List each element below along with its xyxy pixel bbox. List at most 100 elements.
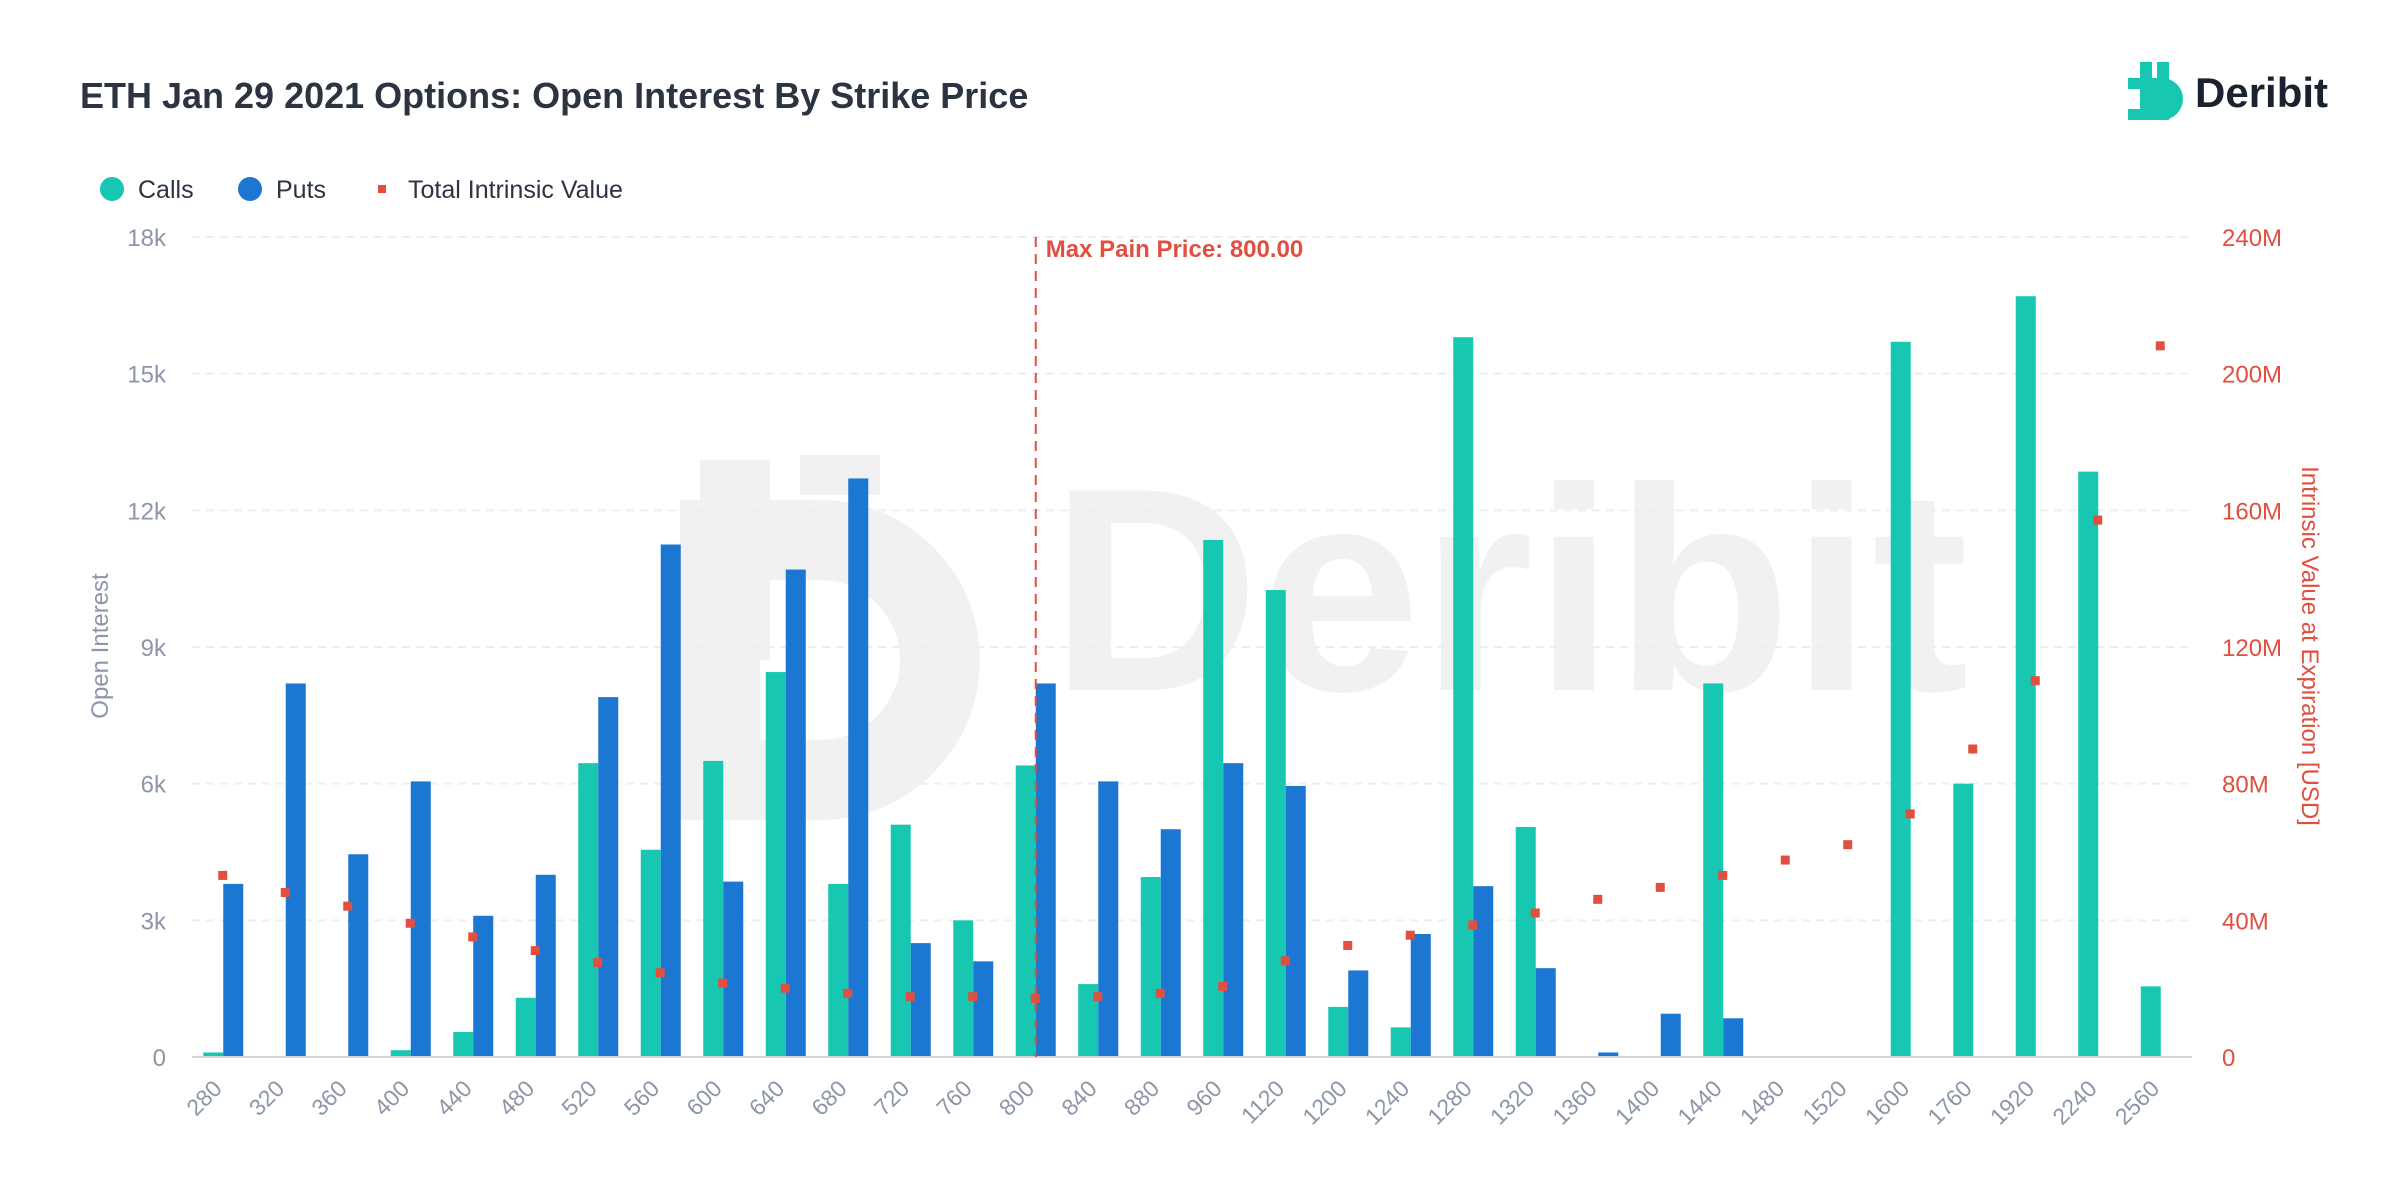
point-intrinsic-value[interactable] [1343, 940, 1353, 950]
point-intrinsic-value[interactable] [2030, 676, 2040, 686]
point-intrinsic-value[interactable] [1905, 809, 1915, 819]
point-intrinsic-value[interactable] [405, 918, 415, 928]
bar-puts[interactable] [785, 569, 806, 1057]
point-intrinsic-value[interactable] [218, 870, 228, 880]
bar-puts[interactable] [1473, 886, 1494, 1057]
bar-puts[interactable] [598, 697, 619, 1057]
point-intrinsic-value[interactable] [1405, 930, 1415, 940]
bar-puts[interactable] [285, 683, 306, 1057]
bar-puts[interactable] [410, 781, 431, 1057]
y-tick-label-right: 120M [2222, 635, 2282, 662]
point-intrinsic-value[interactable] [1780, 855, 1790, 865]
bar-puts[interactable] [973, 961, 994, 1057]
bar-puts[interactable] [223, 883, 244, 1057]
bar-calls[interactable] [1390, 1027, 1411, 1057]
point-intrinsic-value[interactable] [718, 978, 728, 988]
point-intrinsic-value[interactable] [2093, 515, 2103, 525]
point-intrinsic-value[interactable] [343, 901, 353, 911]
brand-logo: Deribit [2128, 62, 2328, 120]
bar-puts[interactable] [1223, 763, 1244, 1057]
bar-calls[interactable] [1953, 783, 1974, 1057]
bar-puts[interactable] [348, 854, 369, 1057]
point-intrinsic-value[interactable] [280, 888, 290, 897]
bar-calls[interactable] [1265, 590, 1286, 1057]
bar-puts[interactable] [1035, 683, 1056, 1057]
point-intrinsic-value[interactable] [1468, 920, 1478, 930]
legend-item-calls[interactable]: Calls [100, 176, 194, 204]
y-tick-label-right: 0 [2222, 1045, 2235, 1072]
bar-calls[interactable] [203, 1052, 224, 1057]
bar-puts[interactable] [1598, 1052, 1619, 1057]
bar-calls[interactable] [1015, 765, 1036, 1057]
y-tick-label-left: 9k [141, 635, 167, 662]
bars [203, 296, 2161, 1058]
bar-puts[interactable] [1660, 1013, 1681, 1057]
point-intrinsic-value[interactable] [905, 992, 915, 1002]
bar-puts[interactable] [660, 544, 681, 1058]
bar-calls[interactable] [765, 672, 786, 1057]
bar-puts[interactable] [910, 943, 931, 1057]
point-intrinsic-value[interactable] [655, 968, 665, 978]
bar-calls[interactable] [1890, 341, 1911, 1057]
bar-puts[interactable] [1098, 781, 1119, 1057]
bar-calls[interactable] [390, 1050, 411, 1057]
bar-calls[interactable] [640, 849, 661, 1057]
point-intrinsic-value[interactable] [843, 988, 853, 998]
legend-item-puts[interactable]: Puts [238, 176, 326, 204]
point-intrinsic-value[interactable] [1093, 992, 1103, 1002]
y-axis-right-label: Intrinsic Value at Expiration [USD] [2296, 466, 2323, 826]
point-intrinsic-value[interactable] [1280, 956, 1290, 966]
point-intrinsic-value[interactable] [1968, 744, 1978, 754]
bar-calls[interactable] [703, 760, 724, 1057]
watermark-logo-icon [680, 455, 980, 820]
bar-puts[interactable] [1160, 829, 1181, 1057]
bar-calls[interactable] [953, 920, 974, 1057]
legend-item-intrinsic[interactable]: Total Intrinsic Value [378, 176, 623, 204]
y-axis-left-ticks: 0 3k 6k 9k 12k 15k 18k [127, 225, 167, 1072]
point-intrinsic-value[interactable] [468, 932, 478, 942]
bar-puts[interactable] [848, 478, 869, 1057]
bar-calls[interactable] [2078, 471, 2099, 1058]
bar-calls[interactable] [1328, 1006, 1349, 1057]
bar-calls[interactable] [2140, 986, 2161, 1057]
bar-puts[interactable] [1535, 968, 1556, 1057]
bar-calls[interactable] [1140, 877, 1161, 1057]
point-intrinsic-value[interactable] [1593, 894, 1603, 904]
legend-swatch-intrinsic [378, 185, 386, 193]
bar-puts[interactable] [1723, 1018, 1744, 1057]
bar-calls[interactable] [453, 1031, 474, 1057]
bar-calls[interactable] [1453, 337, 1474, 1057]
bar-calls[interactable] [1515, 826, 1536, 1057]
bar-calls[interactable] [578, 763, 599, 1057]
bar-calls[interactable] [890, 824, 911, 1057]
bar-calls[interactable] [515, 997, 536, 1057]
point-intrinsic-value[interactable] [1155, 988, 1165, 998]
bar-calls[interactable] [1203, 539, 1224, 1057]
bar-puts[interactable] [473, 915, 494, 1057]
bar-puts[interactable] [535, 874, 556, 1057]
point-intrinsic-value[interactable] [1843, 840, 1853, 850]
bar-puts[interactable] [1348, 970, 1369, 1057]
bar-calls[interactable] [1078, 984, 1099, 1057]
deribit-watermark: Deribit [680, 428, 1968, 820]
legend-label-puts: Puts [276, 176, 326, 204]
point-intrinsic-value[interactable] [1655, 882, 1665, 892]
point-intrinsic-value[interactable] [530, 946, 540, 956]
bar-calls[interactable] [1703, 683, 1724, 1057]
point-intrinsic-value[interactable] [593, 958, 603, 968]
y-tick-label-left: 6k [141, 772, 167, 799]
bar-puts[interactable] [723, 881, 744, 1057]
bar-puts[interactable] [1410, 934, 1431, 1057]
bar-calls[interactable] [828, 883, 849, 1057]
point-intrinsic-value[interactable] [1218, 981, 1228, 991]
bar-calls[interactable] [2015, 296, 2036, 1057]
point-intrinsic-value[interactable] [1718, 870, 1728, 880]
point-intrinsic-value[interactable] [1030, 993, 1040, 1003]
point-intrinsic-value[interactable] [2155, 341, 2165, 351]
point-intrinsic-value[interactable] [968, 992, 978, 1002]
legend-label-intrinsic: Total Intrinsic Value [408, 176, 623, 204]
bar-puts[interactable] [1285, 785, 1306, 1057]
point-intrinsic-value[interactable] [780, 983, 790, 993]
point-intrinsic-value[interactable] [1530, 908, 1540, 918]
